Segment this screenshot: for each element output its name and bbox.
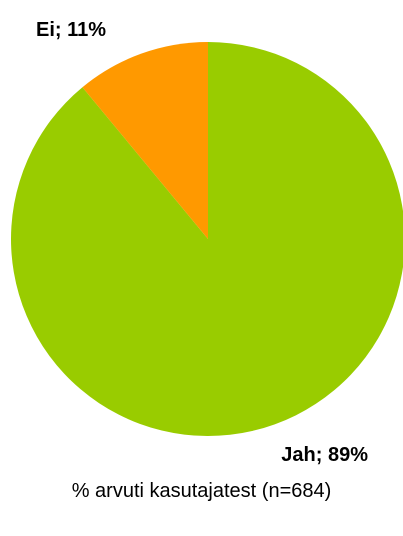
chart-caption: % arvuti kasutajatest (n=684) [71, 480, 332, 502]
pie-slice-ei [82, 41, 208, 239]
pie-label-jah: Jah; 89% [281, 444, 368, 466]
pie-slices [11, 41, 403, 436]
pie-slice-jah [11, 42, 403, 436]
pie-labels: Jah; 89% Ei; 11% [36, 19, 368, 466]
pie-label-ei: Ei; 11% [36, 19, 106, 41]
